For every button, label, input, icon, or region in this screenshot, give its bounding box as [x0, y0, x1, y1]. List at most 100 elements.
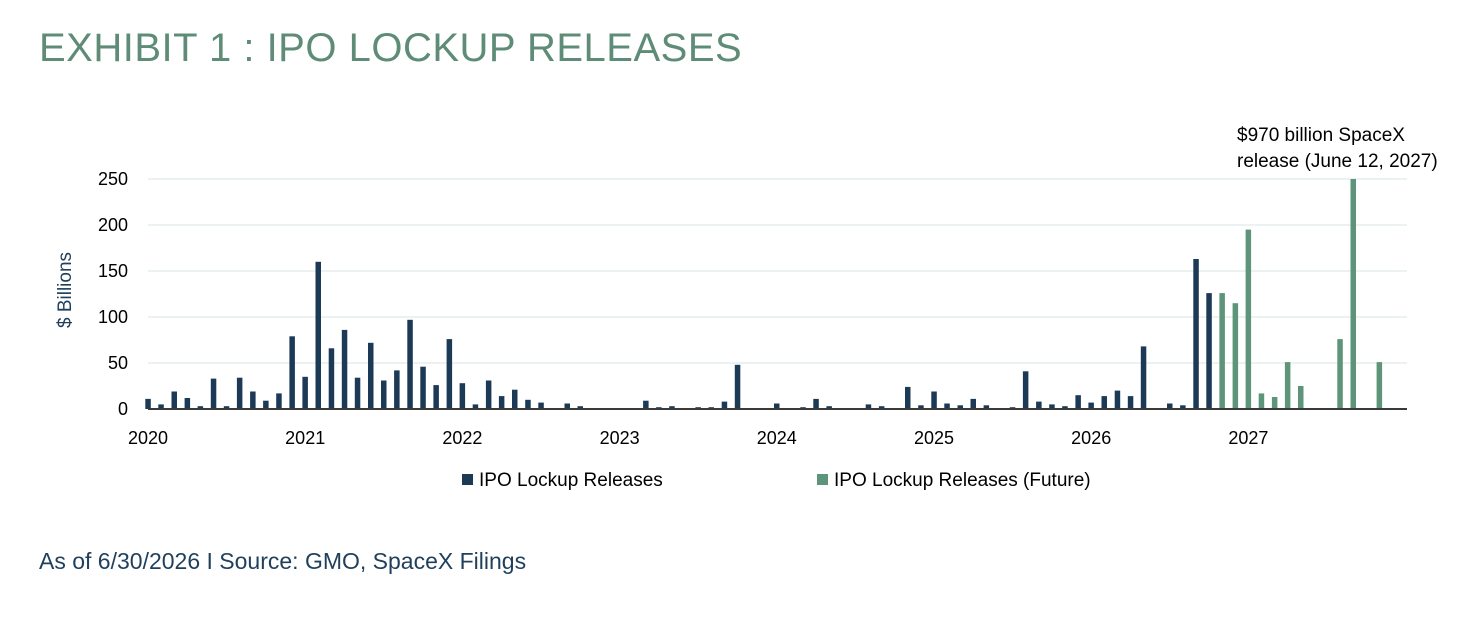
bar-past [289, 336, 295, 409]
bar-past [1140, 346, 1147, 409]
x-tick-label: 2024 [757, 428, 797, 448]
bar-past [1049, 404, 1055, 409]
legend-swatch-past [462, 474, 473, 485]
bar-past [1114, 390, 1121, 409]
bar-future [1219, 293, 1225, 409]
bar-past [643, 400, 649, 409]
bar-past [1206, 293, 1212, 409]
bar-past [1022, 371, 1029, 409]
bar-past [826, 406, 832, 409]
spacex-annotation: $970 billion SpaceX release (June 12, 20… [1237, 125, 1438, 172]
bar-past [1127, 396, 1134, 409]
bar-past [577, 406, 583, 409]
legend-label-past: IPO Lockup Releases [479, 470, 663, 491]
bar-past [538, 402, 544, 409]
bar-future [1245, 229, 1252, 409]
bar-past [223, 406, 230, 409]
bars [145, 179, 1383, 409]
y-axis-label: $ Billions [55, 252, 76, 328]
bar-past [1036, 401, 1042, 409]
bar-past [210, 378, 217, 409]
bar-past [485, 380, 492, 409]
bar-past [236, 377, 243, 409]
annotation-line-1: $970 billion SpaceX [1237, 125, 1405, 146]
bar-future [1298, 386, 1304, 409]
x-tick-label: 2020 [128, 428, 168, 448]
x-tick-label: 2022 [442, 428, 482, 448]
bar-past [525, 399, 531, 409]
bar-past [394, 370, 400, 409]
x-tick-label: 2021 [285, 428, 325, 448]
bar-past [1193, 259, 1199, 409]
bar-past [276, 393, 282, 409]
bar-past [878, 406, 885, 409]
bar-past [918, 405, 924, 409]
bar-future [1337, 339, 1343, 409]
bar-past [1101, 396, 1107, 409]
bar-past [983, 405, 990, 409]
bar-past [420, 366, 426, 409]
bar-past [472, 404, 479, 409]
bar-future [1271, 397, 1278, 409]
y-tick-label: 0 [118, 399, 128, 419]
legend-label-future: IPO Lockup Releases (Future) [834, 470, 1091, 491]
bar-past [381, 380, 387, 409]
bar-past [158, 404, 164, 409]
bar-future [1350, 179, 1356, 409]
source-footnote: As of 6/30/2026 I Source: GMO, SpaceX Fi… [39, 548, 527, 574]
bar-past [1062, 406, 1068, 409]
bar-past [1180, 405, 1186, 409]
gridlines [148, 178, 1407, 364]
y-tick-label: 250 [98, 169, 128, 189]
bar-past [512, 389, 518, 409]
bar-past [734, 364, 741, 409]
bar-past [813, 398, 819, 409]
bar-past [931, 391, 937, 409]
bar-past [564, 403, 570, 409]
x-tick-label: 2027 [1228, 428, 1268, 448]
bar-past [302, 376, 308, 409]
y-tick-label: 150 [98, 261, 128, 281]
bar-future [1376, 362, 1383, 409]
bar-past [315, 261, 321, 409]
x-axis-ticks: 2020 2021 2022 2023 2024 2025 2026 2027 [128, 428, 1268, 448]
legend-swatch-future [817, 474, 828, 485]
x-tick-label: 2023 [600, 428, 640, 448]
bar-past [1088, 402, 1094, 409]
x-tick-label: 2025 [914, 428, 954, 448]
y-axis-ticks: 0 50 100 150 200 250 [98, 169, 128, 419]
bar-past [459, 383, 466, 409]
page-title: EXHIBIT 1 : IPO LOCKUP RELEASES [39, 26, 743, 70]
bar-past [407, 319, 413, 409]
bar-future [1284, 362, 1291, 409]
bar-past [498, 396, 505, 409]
bar-past [970, 398, 976, 409]
bar-past [865, 404, 872, 409]
bar-future [1232, 303, 1239, 409]
bar-past [250, 391, 256, 409]
bar-past [354, 377, 361, 409]
bar-past [774, 403, 780, 409]
bar-past [944, 403, 950, 409]
bar-past [669, 406, 675, 409]
annotation-line-2: release (June 12, 2027) [1237, 151, 1438, 172]
bar-past [184, 398, 191, 409]
bar-past [197, 406, 204, 409]
legend: IPO Lockup Releases IPO Lockup Releases … [462, 470, 1091, 491]
bar-past [905, 386, 911, 409]
bar-past [341, 329, 348, 409]
bar-past [328, 348, 335, 409]
y-tick-label: 100 [98, 307, 128, 327]
y-tick-label: 50 [108, 353, 128, 373]
bar-future [1258, 393, 1265, 409]
bar-past [171, 391, 177, 409]
bar-past [368, 342, 374, 409]
bar-past [145, 398, 151, 409]
x-tick-label: 2026 [1071, 428, 1111, 448]
y-tick-label: 200 [98, 215, 128, 235]
bar-past [446, 339, 453, 409]
bar-past [263, 400, 269, 409]
bar-past [1075, 395, 1081, 409]
bar-past [433, 385, 439, 409]
